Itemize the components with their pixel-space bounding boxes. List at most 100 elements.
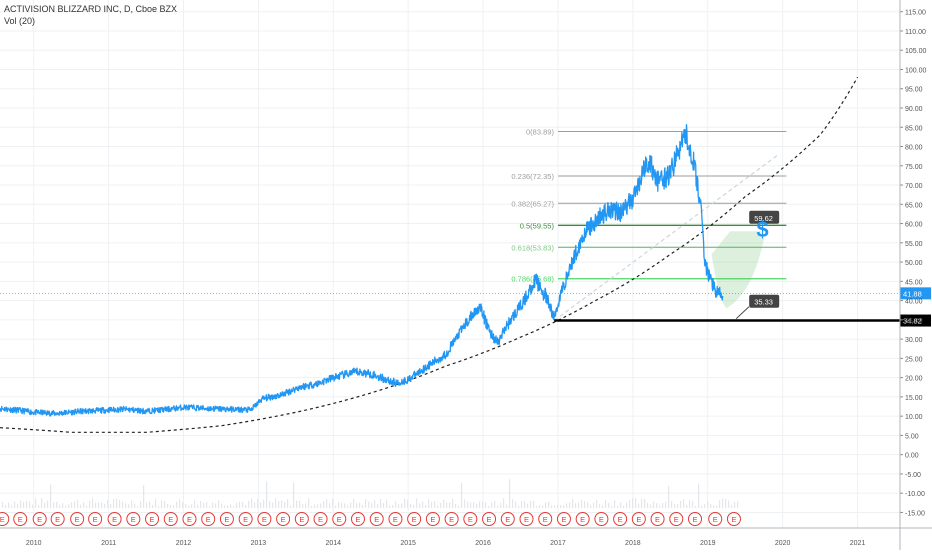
volume-bar [32, 504, 34, 508]
support-line[interactable]: 34.82 [554, 314, 931, 327]
volume-bar [59, 504, 61, 508]
volume-bar [716, 505, 718, 508]
support-price-label: 34.82 [903, 317, 922, 326]
y-tick-label: 30.00 [905, 337, 923, 344]
volume-bar [332, 498, 334, 508]
volume-bar [629, 499, 631, 508]
volume-bar [608, 502, 610, 508]
volume-bar [578, 502, 580, 508]
volume-bar [167, 504, 169, 508]
y-tick-label: 105.00 [905, 48, 927, 55]
volume-bar [122, 501, 124, 508]
volume-bar [212, 502, 214, 508]
volume-bar [269, 500, 271, 508]
volume-bar [95, 502, 97, 508]
volume-bar [467, 501, 469, 508]
volume-bar [512, 499, 514, 508]
earnings-marker [313, 512, 328, 526]
volume-bar [677, 504, 679, 508]
guide-diagonal [553, 153, 780, 322]
callout-label: 59.62 [754, 214, 773, 223]
volume-bar [65, 505, 67, 508]
volume-bar [569, 502, 571, 508]
projection-zone [553, 153, 780, 322]
volume-bar [158, 505, 160, 508]
volume-bar [398, 503, 400, 508]
earnings-marker-label: E [131, 515, 136, 524]
volume-bar [311, 505, 313, 508]
earnings-marker [444, 512, 459, 526]
earnings-marker-label: E [599, 515, 604, 524]
volume-bar [554, 505, 556, 508]
volume-bar [392, 504, 394, 508]
volume-bar [404, 498, 406, 508]
volume-bar [422, 501, 424, 508]
trend-curve[interactable] [0, 76, 859, 433]
volume-bar [227, 505, 229, 508]
volume-bar [230, 504, 232, 508]
volume-bar [593, 502, 595, 508]
volume-bar [533, 500, 535, 508]
volume-bar [617, 505, 619, 508]
volume-bar [254, 502, 256, 508]
volume-bar [683, 499, 685, 508]
y-tick-label: -15.00 [905, 510, 925, 517]
volume-bar [161, 500, 163, 508]
volume-bar [260, 502, 262, 508]
earnings-marker [726, 512, 741, 526]
y-tick-label: 5.00 [905, 433, 919, 440]
volume-bar [530, 501, 532, 508]
earnings-marker-label: E [524, 515, 529, 524]
volume-bar [386, 499, 388, 508]
volume-bar [503, 498, 505, 508]
volume-bar [584, 501, 586, 508]
volume-bar [614, 500, 616, 508]
volume-bar [98, 502, 100, 508]
volume-bar [446, 502, 448, 508]
earnings-marker [145, 512, 160, 526]
volume-bar [431, 501, 433, 508]
earnings-marker-label: E [618, 515, 623, 524]
volume-bar [461, 483, 463, 508]
earnings-marker [0, 512, 10, 526]
volume-bar [305, 503, 307, 508]
earnings-marker-label: E [75, 515, 80, 524]
earnings-marker [482, 512, 497, 526]
volume-bar [470, 502, 472, 508]
volume-bar [56, 501, 58, 508]
earnings-marker-label: E [355, 515, 360, 524]
fibonacci-retracement[interactable]: 0(83.89) 0.236(72.35) 0.382(65.27) 0.5(59.5… [511, 128, 787, 284]
volume-bar [668, 485, 670, 508]
volume-bar [407, 499, 409, 508]
volume-bar [206, 502, 208, 508]
volume-bar [602, 505, 604, 508]
volume-bar [707, 501, 709, 508]
earnings-marker-label: E [713, 515, 718, 524]
volume-bar [434, 501, 436, 508]
volume-bar [545, 502, 547, 508]
earnings-marker-label: E [412, 515, 417, 524]
volume-bar [638, 503, 640, 508]
earnings-marker-label: E [55, 515, 60, 524]
y-tick-label: 10.00 [905, 414, 923, 421]
volume-bar [170, 504, 172, 508]
volume-bar [47, 500, 49, 508]
volume-bar [77, 499, 79, 508]
y-tick-label: 85.00 [905, 125, 923, 132]
volume-bar [200, 501, 202, 508]
volume-bar [11, 505, 13, 508]
volume-bar [704, 504, 706, 508]
earnings-marker-label: E [262, 515, 267, 524]
volume-bar [290, 505, 292, 508]
earnings-marker [219, 512, 234, 526]
last-price-label: 41.88 [903, 289, 922, 298]
earnings-marker-label: E [561, 515, 566, 524]
price-series[interactable]: 41.88 [0, 124, 931, 417]
volume-bar [293, 482, 295, 508]
earnings-marker [575, 512, 590, 526]
volume-bar [500, 502, 502, 508]
volume-bar [92, 498, 94, 508]
earnings-marker [126, 512, 141, 526]
